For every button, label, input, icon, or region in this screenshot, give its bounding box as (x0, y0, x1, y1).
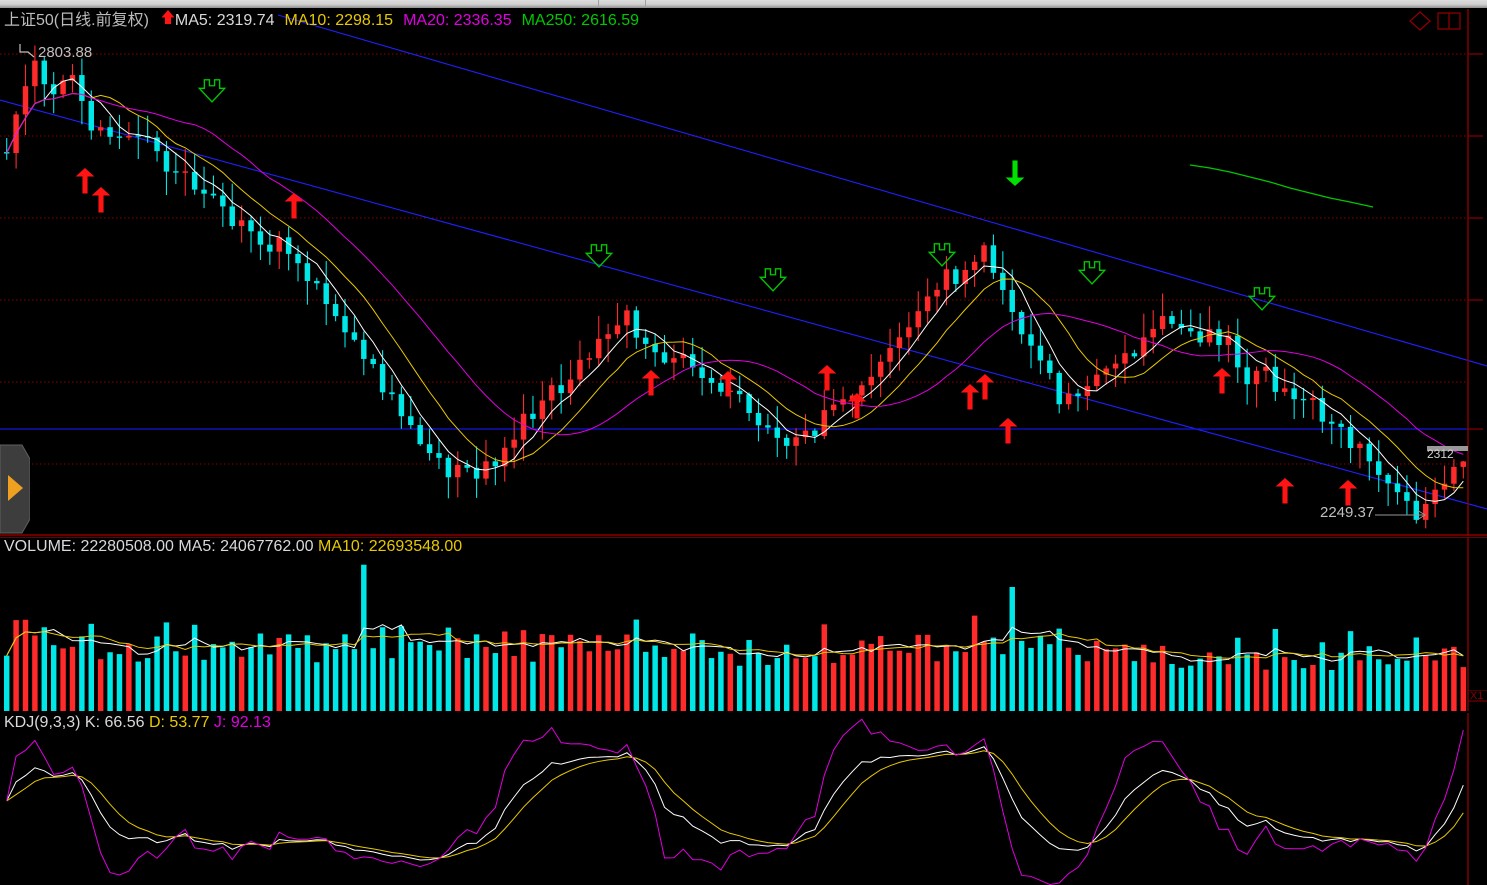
svg-text:X1: X1 (1470, 690, 1483, 702)
svg-text:2312: 2312 (1427, 447, 1454, 461)
